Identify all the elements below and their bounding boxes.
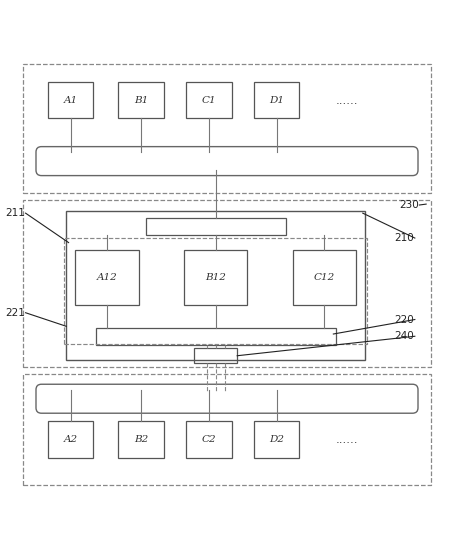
Text: D1: D1	[269, 96, 284, 104]
Bar	[66, 211, 365, 360]
Text: A2: A2	[64, 435, 78, 444]
Bar	[254, 422, 300, 458]
Bar	[293, 250, 356, 305]
Bar	[64, 238, 367, 344]
Text: C12: C12	[314, 273, 335, 282]
Text: A12: A12	[97, 273, 118, 282]
Bar	[75, 250, 139, 305]
Text: C2: C2	[202, 435, 216, 444]
Text: 230: 230	[399, 200, 419, 210]
Bar	[186, 82, 232, 118]
Text: 210: 210	[395, 233, 414, 243]
Bar	[118, 422, 163, 458]
Text: A1: A1	[64, 96, 78, 104]
Bar	[23, 200, 431, 367]
Text: ......: ......	[336, 433, 358, 446]
Bar	[48, 422, 94, 458]
Bar	[23, 374, 431, 485]
Bar	[146, 218, 286, 236]
Text: 240: 240	[395, 331, 414, 341]
Bar	[194, 349, 237, 363]
Bar	[23, 64, 431, 193]
Bar	[254, 82, 300, 118]
Bar	[48, 82, 94, 118]
Text: 211: 211	[5, 208, 25, 218]
Text: B1: B1	[134, 96, 148, 104]
Bar	[186, 422, 232, 458]
Text: 220: 220	[395, 314, 414, 325]
Text: B12: B12	[205, 273, 226, 282]
Text: D2: D2	[269, 435, 284, 444]
Text: C1: C1	[202, 96, 216, 104]
Text: 221: 221	[5, 308, 25, 318]
Bar	[96, 327, 336, 345]
Text: B2: B2	[134, 435, 148, 444]
Text: ......: ......	[336, 94, 358, 107]
Bar	[184, 250, 247, 305]
Bar	[118, 82, 163, 118]
